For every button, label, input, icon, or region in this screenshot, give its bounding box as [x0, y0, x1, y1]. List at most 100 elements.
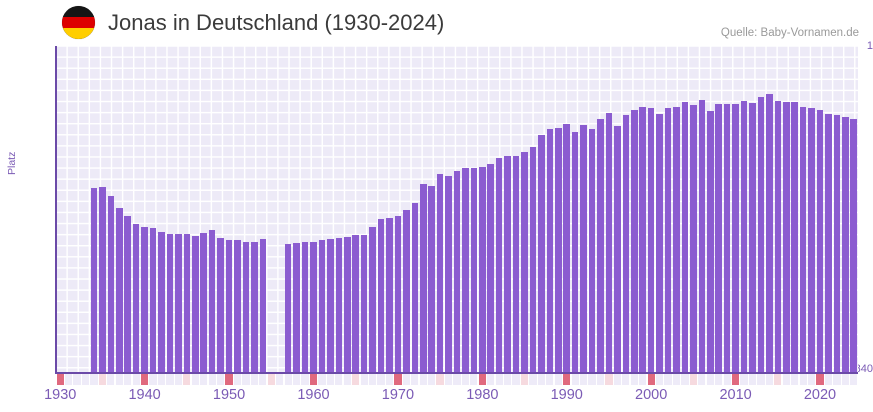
bar-1998 — [630, 110, 638, 372]
bar-1972 — [411, 203, 419, 372]
year-marker-2008 — [715, 374, 723, 385]
year-marker-1965 — [352, 374, 360, 385]
bar-2002 — [664, 108, 672, 372]
bar-2003 — [673, 107, 680, 372]
bar-1950 — [225, 240, 233, 372]
bar-2023 — [842, 117, 849, 372]
bar-2001 — [656, 114, 663, 372]
bar-1980 — [479, 167, 486, 372]
bar-2000 — [647, 108, 655, 372]
year-marker-1932 — [73, 374, 81, 385]
bar-1971 — [403, 210, 410, 372]
year-marker-2010 — [731, 374, 740, 385]
year-marker-1971 — [402, 374, 410, 385]
bar-2016 — [782, 102, 790, 372]
year-marker-1991 — [571, 374, 579, 385]
year-marker-1983 — [504, 374, 512, 385]
year-marker-2021 — [824, 374, 833, 385]
year-marker-1987 — [537, 374, 546, 385]
bar-1945 — [183, 234, 191, 372]
year-marker-2022 — [833, 374, 841, 385]
bar-series — [56, 46, 858, 372]
year-marker-2004 — [681, 374, 689, 385]
year-marker-1960 — [309, 374, 318, 385]
year-marker-1996 — [613, 374, 621, 385]
bar-1934 — [90, 188, 98, 372]
year-marker-1945 — [183, 374, 191, 385]
year-marker-1949 — [217, 374, 225, 385]
bar-1969 — [386, 218, 393, 372]
bar-2015 — [774, 101, 782, 372]
bar-1999 — [639, 107, 646, 372]
bar-2020 — [816, 110, 824, 372]
year-marker-1961 — [318, 374, 326, 385]
bar-1952 — [242, 242, 250, 372]
flag-band-red — [62, 16, 95, 28]
year-marker-1974 — [428, 374, 436, 385]
year-marker-1963 — [335, 374, 343, 385]
year-marker-1977 — [453, 374, 461, 385]
bar-1994 — [597, 119, 604, 372]
year-marker-1995 — [605, 374, 613, 385]
year-marker-2003 — [672, 374, 681, 385]
bar-2022 — [833, 115, 841, 372]
bar-1987 — [538, 135, 545, 372]
bar-1944 — [175, 234, 182, 372]
bar-2018 — [799, 107, 807, 372]
year-marker-2015 — [774, 374, 782, 385]
bar-1942 — [158, 232, 165, 372]
year-marker-1962 — [326, 374, 334, 385]
plot-area — [56, 46, 858, 372]
year-marker-2016 — [782, 374, 790, 385]
x-axis-label-1990: 1990 — [550, 387, 583, 403]
bar-1953 — [251, 242, 258, 372]
year-marker-1953 — [250, 374, 258, 385]
bar-1982 — [495, 158, 503, 372]
x-axis-label-1980: 1980 — [466, 387, 499, 403]
year-marker-2013 — [757, 374, 765, 385]
bar-1937 — [116, 208, 123, 372]
year-marker-1943 — [166, 374, 174, 385]
bar-2005 — [690, 105, 697, 372]
year-marker-1954 — [259, 374, 267, 385]
year-marker-1992 — [580, 374, 588, 385]
bar-1959 — [301, 242, 309, 372]
bar-1948 — [208, 230, 216, 372]
x-axis-line — [55, 372, 858, 374]
year-marker-2001 — [655, 374, 664, 385]
year-marker-1946 — [191, 374, 199, 385]
bar-2014 — [766, 94, 773, 372]
year-marker-1930 — [56, 374, 64, 385]
bar-1974 — [428, 186, 435, 372]
year-marker-1982 — [495, 374, 503, 385]
bar-1993 — [588, 129, 596, 372]
year-marker-2017 — [791, 374, 799, 385]
x-axis-label-1960: 1960 — [297, 387, 330, 403]
bar-1965 — [352, 235, 359, 372]
bar-1973 — [419, 184, 427, 372]
year-marker-1935 — [98, 374, 107, 385]
year-marker-1978 — [461, 374, 470, 385]
bar-2017 — [791, 102, 798, 372]
year-marker-2000 — [647, 374, 655, 385]
bar-1975 — [436, 174, 444, 372]
year-marker-1958 — [292, 374, 301, 385]
year-marker-1986 — [529, 374, 537, 385]
year-marker-1955 — [267, 374, 275, 385]
year-marker-1964 — [343, 374, 351, 385]
year-marker-1994 — [596, 374, 605, 385]
year-marker-1956 — [276, 374, 284, 385]
year-marker-1942 — [157, 374, 166, 385]
bar-2009 — [723, 104, 731, 372]
bar-1992 — [580, 125, 587, 372]
year-marker-2002 — [664, 374, 672, 385]
x-axis-label-2020: 2020 — [803, 387, 837, 403]
year-marker-1990 — [563, 374, 571, 385]
y-axis-tick-top: 1 — [866, 40, 873, 52]
bar-1949 — [217, 238, 224, 372]
year-marker-1980 — [478, 374, 486, 385]
year-marker-2020 — [816, 374, 824, 385]
bar-1978 — [462, 168, 469, 372]
year-marker-1931 — [65, 374, 73, 385]
